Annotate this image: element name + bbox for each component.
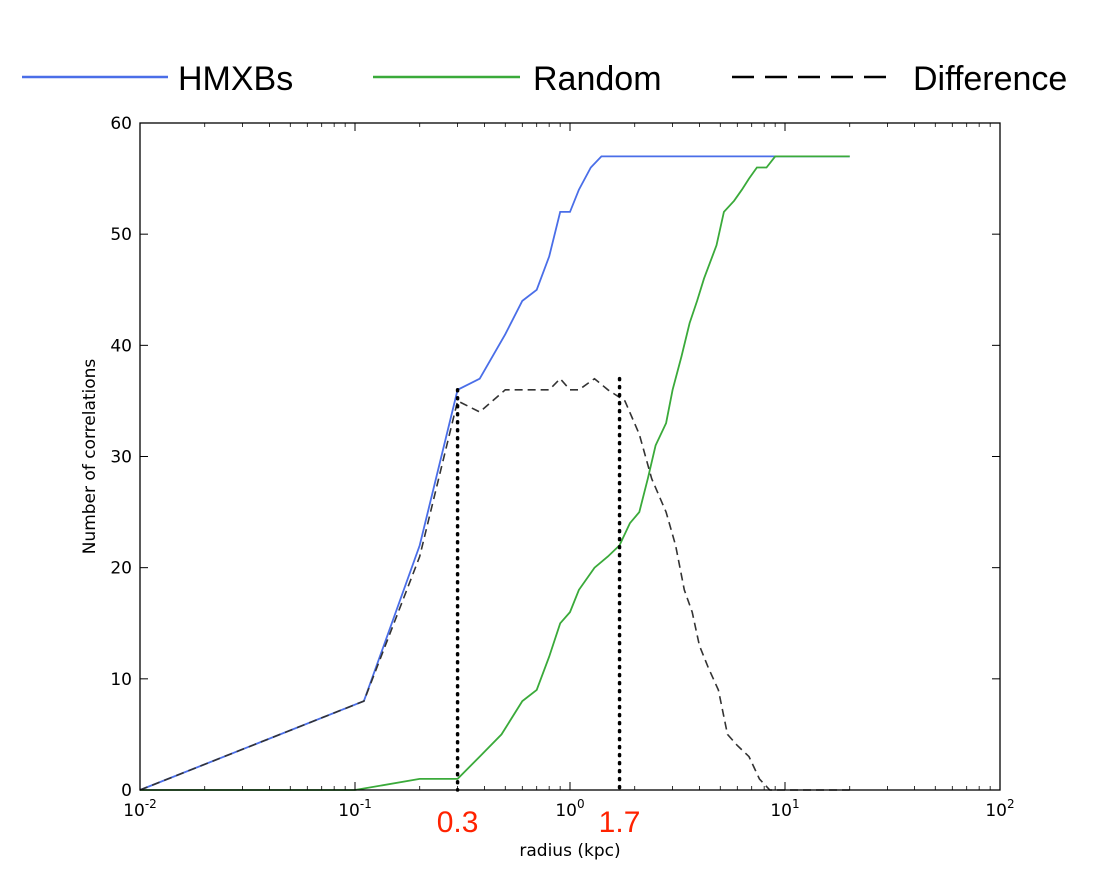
legend-label-random: Random xyxy=(533,60,662,98)
plot-frame xyxy=(139,122,1001,791)
plot-area xyxy=(139,155,850,792)
y-tick-label: 60 xyxy=(110,114,132,134)
y-tick-label: 20 xyxy=(110,559,132,579)
legend: HMXBs Random Difference xyxy=(22,60,1067,98)
x-axis-label: radius (kpc) xyxy=(519,841,620,861)
x-tick-label: 101 xyxy=(770,797,799,821)
series-line-difference xyxy=(139,377,850,791)
y-tick-label: 10 xyxy=(110,670,132,690)
y-tick-label: 40 xyxy=(110,336,132,356)
x-tick-label: 100 xyxy=(555,797,584,821)
y-tick-label: 50 xyxy=(110,225,132,245)
y-tick-label: 0 xyxy=(121,781,132,801)
marker-label-0: 0.3 xyxy=(437,806,479,839)
x-tick-label: 102 xyxy=(985,797,1014,821)
marker-label-1: 1.7 xyxy=(599,806,641,839)
legend-label-hmxbs: HMXBs xyxy=(178,60,293,98)
axes: 0 10 20 30 40 50 60 10-2 10-1 100 101 102 0.3 1.7 xyxy=(110,114,1014,839)
y-axis-label: Number of correlations xyxy=(80,359,100,555)
y-tick-label: 30 xyxy=(110,448,132,468)
x-tick-label: 10-1 xyxy=(338,797,372,821)
x-tick-label: 10-2 xyxy=(123,797,157,821)
legend-label-difference: Difference xyxy=(913,60,1067,98)
series-line-hmxbs xyxy=(139,155,850,791)
series-line-random xyxy=(140,155,850,791)
